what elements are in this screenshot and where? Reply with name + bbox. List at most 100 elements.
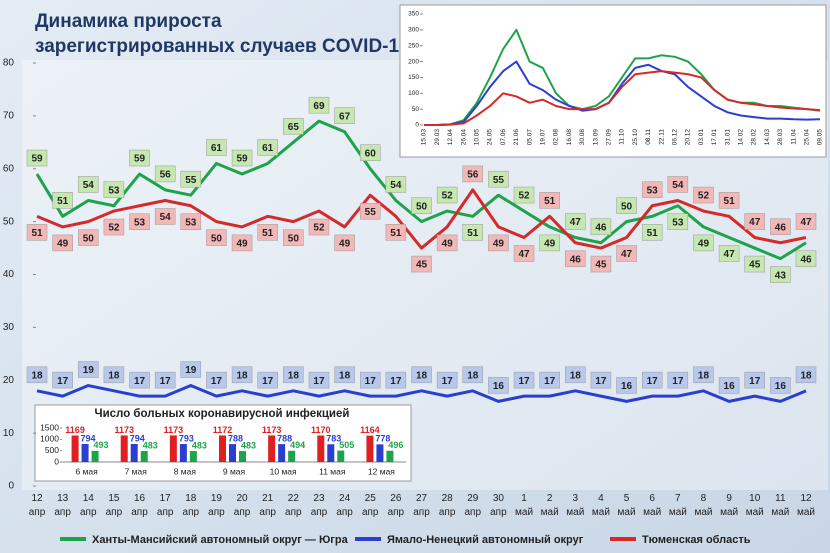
- x-tick-label: 22 апр: [285, 493, 302, 518]
- x-tick-label: 11.10: [619, 129, 626, 145]
- x-tick-label: 19.07: [540, 129, 547, 146]
- data-label: 18: [288, 370, 300, 381]
- x-tick-label: 13.09: [592, 129, 599, 146]
- data-label-box: [180, 170, 202, 188]
- data-label-box: [103, 366, 125, 384]
- data-label: 67: [339, 111, 351, 122]
- data-label: 55: [365, 207, 377, 218]
- data-label: 18: [800, 370, 812, 381]
- x-tick-label: 15 апр: [106, 493, 123, 518]
- x-tick-label: 14.02: [738, 129, 745, 146]
- bar-value-label: 1173: [164, 425, 184, 435]
- y-tick-label: 20: [3, 375, 15, 386]
- data-label: 49: [544, 239, 556, 250]
- x-tick-label: 7 мая: [125, 466, 148, 476]
- data-label: 50: [211, 233, 223, 244]
- bar: [229, 444, 236, 462]
- x-tick-label: 24.05: [487, 129, 494, 146]
- data-label-box: [641, 371, 663, 389]
- x-tick-label: 3 май: [566, 493, 584, 518]
- y-tick-label: 60: [3, 163, 15, 174]
- data-label: 16: [493, 381, 505, 392]
- data-label-box: [411, 366, 432, 384]
- x-tick-label: 9 мая: [223, 466, 246, 476]
- data-label: 17: [518, 376, 530, 387]
- data-label: 59: [237, 154, 249, 165]
- x-tick-label: 16 апр: [131, 493, 148, 518]
- data-label-box: [667, 176, 689, 193]
- x-tick-label: 06.12: [672, 129, 679, 146]
- x-tick-label: 25.04: [804, 129, 811, 146]
- data-label: 18: [416, 370, 428, 381]
- data-label-box: [206, 139, 227, 156]
- bar: [179, 444, 187, 462]
- data-label: 18: [237, 370, 249, 381]
- x-tick-label: 27.09: [606, 129, 613, 146]
- bar: [169, 435, 177, 462]
- x-tick-label: 8 май: [694, 493, 712, 518]
- data-label: 16: [775, 381, 787, 392]
- y-tick-label: 1500: [40, 422, 59, 432]
- data-label: 55: [493, 175, 505, 186]
- data-label-box: [231, 234, 253, 252]
- data-label: 54: [390, 180, 402, 191]
- data-label: 61: [211, 143, 223, 154]
- bar: [120, 435, 128, 462]
- data-label: 51: [31, 228, 43, 239]
- data-label-box: [590, 255, 612, 273]
- bar: [189, 451, 197, 462]
- data-label-box: [539, 234, 560, 252]
- data-label-box: [385, 224, 407, 241]
- x-tick-label: 11 май: [771, 493, 789, 518]
- data-label: 17: [211, 376, 223, 387]
- y-tick-label: 10: [3, 428, 15, 439]
- y-tick-label: 50: [412, 106, 420, 113]
- x-tick-label: 4 май: [592, 493, 610, 518]
- x-tick-label: 21 апр: [259, 493, 276, 518]
- bar-value-label: 788: [228, 434, 243, 444]
- data-label: 17: [160, 376, 172, 387]
- x-tick-label: 31.01: [724, 129, 731, 146]
- bar-value-label: 483: [143, 440, 158, 450]
- bar-value-label: 483: [192, 440, 207, 450]
- y-tick-label: 250: [408, 42, 419, 49]
- x-tick-label: 25.10: [632, 129, 639, 146]
- x-tick-label: 10 май: [746, 493, 764, 518]
- legend-label: Тюменская область: [642, 534, 751, 546]
- series-line: [36, 384, 807, 403]
- y-tick-label: 70: [3, 111, 15, 122]
- data-label: 65: [288, 122, 300, 133]
- y-tick-label: 30: [3, 322, 15, 333]
- data-label-box: [26, 224, 48, 241]
- y-tick-label: 80: [3, 58, 15, 69]
- data-label: 43: [775, 270, 787, 281]
- data-label: 17: [749, 376, 761, 387]
- data-label: 50: [83, 233, 95, 244]
- legend-label: Ямало-Ненецкий автономный округ: [387, 534, 584, 546]
- data-label-box: [795, 213, 817, 230]
- data-label: 69: [313, 101, 325, 112]
- data-label-box: [154, 208, 176, 225]
- data-label: 53: [134, 217, 146, 228]
- data-label-box: [565, 366, 586, 384]
- data-label-box: [795, 250, 817, 268]
- data-label-box: [359, 371, 381, 389]
- data-label-box: [257, 139, 278, 156]
- data-label: 52: [108, 223, 120, 234]
- data-label: 56: [467, 170, 479, 181]
- data-label-box: [206, 371, 227, 389]
- x-tick-label: 29.03: [434, 129, 441, 146]
- bar-value-label: 794: [81, 433, 96, 443]
- data-label: 47: [518, 249, 530, 260]
- x-tick-label: 7 май: [669, 493, 687, 518]
- data-label: 52: [313, 223, 325, 234]
- bar-value-label: 1172: [213, 425, 233, 435]
- data-label: 18: [570, 370, 582, 381]
- data-label-box: [103, 181, 125, 199]
- data-label: 52: [698, 191, 710, 202]
- series-line: [424, 28, 821, 126]
- y-tick-label: 0: [54, 456, 59, 466]
- data-label-box: [770, 218, 791, 236]
- data-label: 17: [365, 376, 377, 387]
